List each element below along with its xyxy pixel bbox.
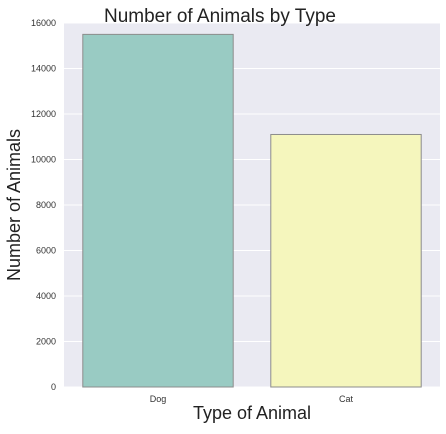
y-axis-ticks: 0 2000 4000 6000 8000 10000 12000 14000 16000 <box>31 18 56 392</box>
bar-cat <box>270 133 422 388</box>
y-tick-label: 8000 <box>36 200 56 210</box>
bars <box>82 33 422 388</box>
x-tick-label: Dog <box>150 394 167 404</box>
y-tick-label: 4000 <box>36 291 56 301</box>
y-tick-label: 2000 <box>36 337 56 347</box>
y-tick-label: 14000 <box>31 64 56 74</box>
y-tick-label: 12000 <box>31 109 56 119</box>
chart-title: Number of Animals by Type <box>104 6 336 27</box>
x-axis-ticks: Dog Cat <box>150 394 354 404</box>
y-tick-label: 16000 <box>31 18 56 28</box>
bar-dog <box>82 33 234 388</box>
y-tick-label: 6000 <box>36 246 56 256</box>
x-tick-label: Cat <box>339 394 354 404</box>
y-tick-label: 0 <box>51 382 56 392</box>
x-axis-title: Type of Animal <box>193 403 311 423</box>
y-tick-label: 10000 <box>31 155 56 165</box>
y-axis-title: Number of Animals <box>4 129 24 281</box>
